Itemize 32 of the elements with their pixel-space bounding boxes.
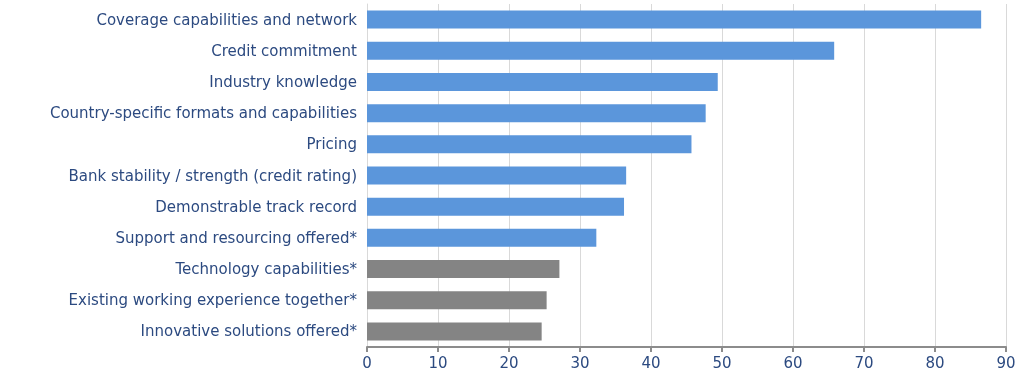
bar	[367, 291, 547, 310]
bar	[367, 10, 982, 29]
y-tick-label: Credit commitment	[211, 41, 358, 60]
bar	[367, 104, 706, 123]
y-tick-label: Pricing	[306, 135, 357, 154]
bar	[367, 41, 835, 60]
x-tick-label: 20	[499, 353, 519, 372]
x-tick-label: 80	[925, 353, 945, 372]
bar	[367, 260, 560, 279]
x-tick-label: 0	[362, 353, 372, 372]
y-tick-label: Country-specific formats and capabilities	[49, 104, 358, 123]
y-tick-label: Support and resourcing offered*	[115, 228, 358, 247]
bar	[367, 166, 627, 185]
x-tick-label: 30	[570, 353, 590, 372]
x-tick-label: 60	[783, 353, 803, 372]
y-tick-label: Innovative solutions offered*	[140, 322, 358, 341]
y-tick-label: Technology capabilities*	[174, 260, 358, 279]
x-tick-label: 70	[854, 353, 874, 372]
y-tick-label: Industry knowledge	[209, 72, 357, 91]
y-tick-label: Demonstrable track record	[155, 197, 357, 216]
bar	[367, 135, 692, 154]
bar	[367, 72, 718, 91]
y-tick-label: Coverage capabilities and network	[96, 10, 358, 29]
y-tick-label: Existing working experience together*	[68, 291, 358, 310]
x-tick-label: 50	[712, 353, 732, 372]
x-tick-label: 10	[428, 353, 448, 372]
y-tick-label: Bank stability / strength (credit rating)	[68, 166, 357, 185]
bar	[367, 228, 597, 247]
bar	[367, 197, 625, 216]
bar	[367, 322, 542, 341]
x-tick-label: 90	[996, 353, 1016, 372]
x-tick-label: 40	[641, 353, 661, 372]
